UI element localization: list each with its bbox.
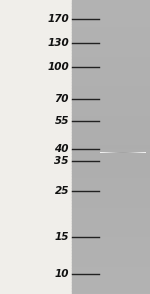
Text: 170: 170: [47, 14, 69, 24]
Bar: [0, 0, 72, 294]
Text: 10: 10: [54, 269, 69, 279]
Text: 55: 55: [54, 116, 69, 126]
Text: 70: 70: [54, 94, 69, 104]
Text: 130: 130: [47, 38, 69, 48]
Text: 35: 35: [54, 156, 69, 166]
Text: 15: 15: [54, 233, 69, 243]
Text: 40: 40: [54, 144, 69, 154]
Text: 100: 100: [47, 62, 69, 72]
Text: 25: 25: [54, 186, 69, 196]
